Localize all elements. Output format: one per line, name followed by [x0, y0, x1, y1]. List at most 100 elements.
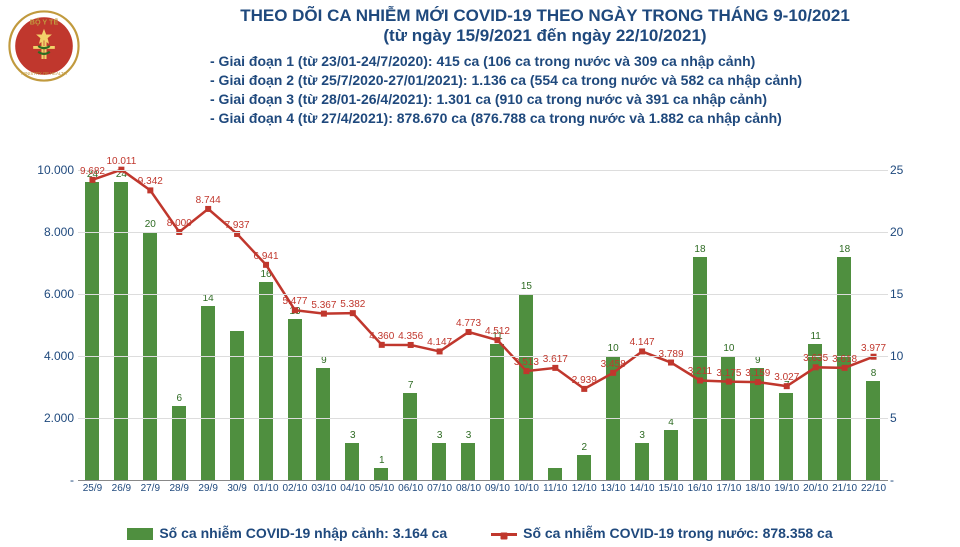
y-left-tick: 4.000: [26, 349, 74, 363]
line-value-label: 2.939: [572, 375, 597, 386]
legend-line-label: Số ca nhiễm COVID-19 trong nước: 878.358…: [523, 525, 833, 541]
x-axis-label: 28/9: [170, 483, 189, 494]
plot-area: 2425/92426/92027/9628/91429/930/91601/10…: [78, 170, 888, 481]
x-axis-label: 02/10: [282, 483, 307, 494]
line-marker: [842, 365, 848, 371]
ministry-of-health-logo: BỘ Y TẾ MINISTRY OF HEALTH: [8, 10, 80, 82]
line-value-label: 9.682: [80, 166, 105, 177]
line-marker: [408, 342, 414, 348]
y-left-tick: 8.000: [26, 225, 74, 239]
line-value-label: 4.356: [398, 331, 423, 342]
line-marker: [639, 348, 645, 354]
x-axis-label: 19/10: [774, 483, 799, 494]
phase-2: - Giai đoạn 2 (từ 25/7/2020-27/01/2021):…: [210, 71, 802, 90]
line-marker: [292, 307, 298, 313]
title-line-1: THEO DÕI CA NHIỄM MỚI COVID-19 THEO NGÀY…: [150, 6, 940, 26]
line-marker: [552, 365, 558, 371]
x-axis-label: 18/10: [745, 483, 770, 494]
y-right-tick: 25: [890, 163, 918, 177]
phase-3: - Giai đoạn 3 (từ 28/01-26/4/2021): 1.30…: [210, 90, 802, 109]
line-layer: [78, 170, 888, 480]
phase-summary: - Giai đoạn 1 (từ 23/01-24/7/2020): 415 …: [210, 52, 802, 128]
y-right-tick: 15: [890, 287, 918, 301]
phase-1: - Giai đoạn 1 (từ 23/01-24/7/2020): 415 …: [210, 52, 802, 71]
line-value-label: 5.367: [311, 300, 336, 311]
x-axis-label: 16/10: [687, 483, 712, 494]
line-value-label: 10.011: [106, 156, 136, 167]
line-value-label: 3.977: [861, 343, 886, 354]
line-marker: [813, 364, 819, 370]
x-axis-label: 30/9: [227, 483, 246, 494]
line-marker: [494, 337, 500, 343]
line-marker: [350, 310, 356, 316]
x-axis-label: 15/10: [659, 483, 684, 494]
svg-text:MINISTRY OF HEALTH: MINISTRY OF HEALTH: [21, 71, 67, 76]
line-value-label: 5.477: [282, 296, 307, 307]
line-value-label: 4.773: [456, 318, 481, 329]
line-value-label: 3.175: [716, 368, 741, 379]
line-value-label: 6.941: [254, 251, 279, 262]
x-axis-label: 22/10: [861, 483, 886, 494]
line-marker: [784, 383, 790, 389]
line-marker: [726, 379, 732, 385]
line-value-label: 3.211: [688, 366, 712, 377]
line-marker: [379, 342, 385, 348]
y-right-tick: 10: [890, 349, 918, 363]
x-axis-label: 01/10: [254, 483, 279, 494]
line-value-label: 9.342: [138, 176, 163, 187]
x-axis-label: 06/10: [398, 483, 423, 494]
line-value-label: 3.458: [601, 359, 626, 370]
line-marker: [205, 206, 211, 212]
legend-bar-swatch: [127, 528, 153, 540]
y-left-tick: 10.000: [26, 163, 74, 177]
line-value-label: 4.512: [485, 326, 510, 337]
chart-container: BỘ Y TẾ MINISTRY OF HEALTH THEO DÕI CA N…: [0, 0, 960, 547]
x-axis-label: 29/9: [198, 483, 217, 494]
y-right-tick: 20: [890, 225, 918, 239]
y-left-tick: -: [26, 473, 74, 487]
title-line-2: (từ ngày 15/9/2021 đến ngày 22/10/2021): [150, 26, 940, 46]
legend-bar-label: Số ca nhiễm COVID-19 nhập cảnh: 3.164 ca: [159, 525, 447, 541]
line-marker: [697, 377, 703, 383]
line-value-label: 8.744: [196, 195, 221, 206]
line-marker: [263, 262, 269, 268]
line-marker: [321, 311, 327, 317]
svg-text:BỘ Y TẾ: BỘ Y TẾ: [30, 16, 59, 26]
y-right-tick: 5: [890, 411, 918, 425]
x-axis-label: 20/10: [803, 483, 828, 494]
line-marker: [581, 386, 587, 392]
line-value-label: 3.159: [745, 368, 770, 379]
line-marker: [466, 329, 472, 335]
line-value-label: 3.617: [543, 354, 568, 365]
line-value-label: 8.000: [167, 218, 192, 229]
line-marker: [89, 177, 95, 183]
phase-4: - Giai đoạn 4 (từ 27/4/2021): 878.670 ca…: [210, 109, 802, 128]
x-axis-label: 09/10: [485, 483, 510, 494]
line-value-label: 5.382: [340, 299, 365, 310]
line-marker: [755, 379, 761, 385]
line-marker: [437, 348, 443, 354]
line-value-label: 4.147: [630, 337, 655, 348]
line-value-label: 4.360: [369, 331, 394, 342]
line-marker: [668, 360, 674, 366]
legend: Số ca nhiễm COVID-19 nhập cảnh: 3.164 ca…: [0, 525, 960, 541]
x-axis-label: 25/9: [83, 483, 102, 494]
x-axis-label: 26/9: [112, 483, 131, 494]
x-axis-label: 07/10: [427, 483, 452, 494]
line-marker: [147, 187, 153, 193]
x-axis-label: 27/9: [141, 483, 160, 494]
x-axis-label: 03/10: [311, 483, 336, 494]
line-value-label: 3.618: [832, 354, 857, 365]
y-left-tick: 6.000: [26, 287, 74, 301]
x-axis-label: 14/10: [630, 483, 655, 494]
x-axis-label: 21/10: [832, 483, 857, 494]
line-value-label: 7.937: [225, 220, 250, 231]
x-axis-label: 10/10: [514, 483, 539, 494]
y-right-tick: -: [890, 473, 918, 487]
line-marker: [610, 370, 616, 376]
line-value-label: 4.147: [427, 337, 452, 348]
chart-title: THEO DÕI CA NHIỄM MỚI COVID-19 THEO NGÀY…: [150, 6, 940, 46]
line-value-label: 3.635: [803, 353, 828, 364]
x-axis-label: 12/10: [572, 483, 597, 494]
legend-line-swatch: [491, 533, 517, 536]
